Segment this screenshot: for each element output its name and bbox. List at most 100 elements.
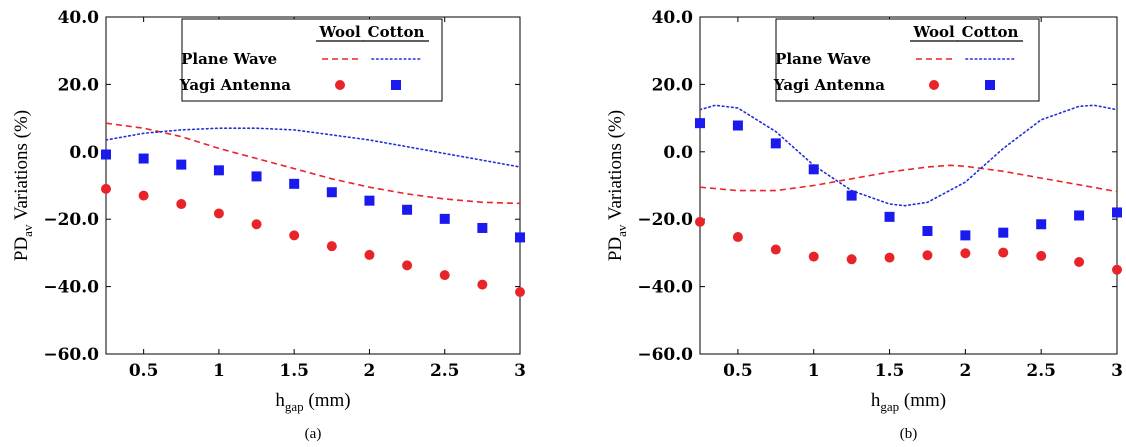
legend-swatch-square: [985, 80, 995, 90]
y-axis-label-rest: Variations (%): [11, 110, 32, 225]
x-tick-label: 2: [959, 361, 971, 381]
legend-swatch-circle: [929, 80, 939, 90]
y-tick-label: −40.0: [637, 278, 693, 298]
plot-frame: [699, 16, 1118, 355]
x-tick-label: 2.5: [1026, 361, 1056, 381]
data-point-yagi-antenna-wool: [1036, 250, 1047, 261]
x-tick-label: 1: [213, 361, 225, 381]
x-axis-label-main: h: [275, 390, 285, 411]
y-axis-label-main: PD: [605, 237, 626, 261]
data-point-yagi-antenna-cotton: [808, 164, 819, 175]
legend-row-yagi-antenna: Yagi Antenna: [773, 76, 885, 94]
data-point-yagi-antenna-wool: [960, 248, 971, 259]
data-point-yagi-antenna-cotton: [213, 165, 224, 176]
x-tick-label: 1: [808, 361, 820, 381]
data-point-yagi-antenna-cotton: [251, 171, 262, 182]
series-line-plane-wave-cotton: [700, 104, 1117, 207]
series-line-plane-wave-wool: [700, 164, 1117, 193]
data-point-yagi-antenna-cotton: [289, 178, 300, 189]
y-tick-label: 20.0: [652, 75, 694, 95]
data-point-yagi-antenna-cotton: [770, 138, 781, 149]
x-tick-label: 2.5: [430, 361, 460, 381]
x-tick-label: 3: [514, 361, 526, 381]
data-point-yagi-antenna-wool: [138, 190, 149, 201]
data-point-yagi-antenna-cotton: [176, 159, 187, 170]
data-point-yagi-antenna-wool: [695, 216, 705, 227]
y-tick-label: −20.0: [43, 210, 99, 230]
data-point-yagi-antenna-cotton: [998, 227, 1009, 238]
data-point-yagi-antenna-wool: [884, 252, 895, 263]
x-tick-label: 0.5: [723, 361, 753, 381]
data-point-yagi-antenna-wool: [176, 199, 187, 210]
y-axis-label-sub: av: [614, 224, 629, 237]
data-point-yagi-antenna-wool: [101, 183, 111, 194]
legend-row-plane-wave: Plane Wave: [181, 50, 277, 68]
y-axis-label: PDav Variations (%): [11, 110, 35, 261]
data-point-yagi-antenna-wool: [1112, 264, 1122, 275]
data-point-yagi-antenna-wool: [770, 244, 781, 255]
y-axis-label-rest: Variations (%): [605, 110, 626, 225]
data-point-yagi-antenna-wool: [402, 260, 413, 271]
legend-row-yagi-antenna: Yagi Antenna: [179, 76, 291, 94]
panel-caption: (a): [305, 426, 322, 442]
y-tick-label: 0.0: [663, 143, 693, 163]
x-tick-label: 2: [364, 361, 376, 381]
data-point-yagi-antenna-cotton: [1036, 219, 1047, 230]
data-point-yagi-antenna-cotton: [1074, 210, 1085, 221]
legend-header-wool: Wool: [912, 23, 955, 41]
x-axis-label-main: h: [871, 390, 881, 411]
data-point-yagi-antenna-wool: [289, 230, 300, 241]
y-tick-label: −20.0: [637, 210, 693, 230]
x-axis-label-sub: gap: [880, 399, 899, 414]
x-tick-label: 0.5: [129, 361, 159, 381]
legend: Wool Cotton Plane Wave Yagi Antenna: [179, 18, 443, 102]
data-point-yagi-antenna-cotton: [402, 204, 413, 215]
data-point-yagi-antenna-cotton: [515, 232, 525, 243]
data-point-yagi-antenna-cotton: [1112, 207, 1122, 218]
y-tick-label: 40.0: [58, 8, 100, 28]
data-point-yagi-antenna-cotton: [922, 225, 933, 236]
legend-swatch-square: [391, 80, 401, 90]
x-axis-label-unit: (mm): [304, 390, 351, 411]
legend: Wool Cotton Plane Wave Yagi Antenna: [773, 18, 1040, 102]
y-axis-label-main: PD: [11, 237, 32, 261]
series-line-plane-wave-cotton: [106, 127, 520, 168]
data-point-yagi-antenna-cotton: [884, 211, 895, 222]
legend-header-cotton: Cotton: [962, 23, 1019, 41]
data-point-yagi-antenna-wool: [251, 219, 262, 230]
x-axis-label-unit: (mm): [899, 390, 946, 411]
x-axis-label-sub: gap: [285, 399, 304, 414]
x-axis-label: hgap (mm): [275, 390, 350, 414]
data-point-yagi-antenna-cotton: [477, 222, 488, 233]
data-point-yagi-antenna-wool: [808, 251, 819, 262]
x-axis-label: hgap (mm): [871, 390, 946, 414]
legend-header-wool: Wool: [318, 23, 361, 41]
data-point-yagi-antenna-cotton: [326, 187, 337, 198]
data-point-yagi-antenna-wool: [998, 247, 1009, 258]
data-point-yagi-antenna-wool: [1074, 256, 1085, 267]
chart-panel-b: 40.0 20.0 0.0 −20.0 −40.0 −60.0 0.5 1 1.5 2 2.5 3 hg…: [605, 8, 1123, 442]
y-tick-label: −60.0: [637, 345, 693, 365]
data-point-yagi-antenna-cotton: [732, 120, 743, 131]
data-point-yagi-antenna-cotton: [364, 195, 375, 206]
series-line-plane-wave-wool: [106, 122, 520, 205]
y-tick-label: 40.0: [652, 8, 694, 28]
y-tick-label: −40.0: [43, 278, 99, 298]
y-axis-label-sub: av: [20, 224, 35, 237]
data-point-yagi-antenna-wool: [364, 249, 375, 260]
legend-header-cotton: Cotton: [368, 23, 425, 41]
y-tick-label: 20.0: [58, 75, 100, 95]
data-point-yagi-antenna-wool: [515, 286, 525, 297]
x-tick-label: 1.5: [279, 361, 309, 381]
data-point-yagi-antenna-cotton: [439, 213, 450, 224]
x-tick-label: 1.5: [875, 361, 905, 381]
data-point-yagi-antenna-wool: [732, 232, 743, 243]
chart-panel-a: 40.0 20.0 0.0 −20.0 −40.0 −60.0 0.5 1 1.5 2 2.5 3 hg…: [11, 8, 526, 442]
data-point-yagi-antenna-cotton: [101, 149, 111, 160]
data-point-yagi-antenna-wool: [439, 270, 450, 281]
data-point-yagi-antenna-wool: [846, 254, 857, 265]
y-axis-label: PDav Variations (%): [605, 110, 629, 261]
data-point-yagi-antenna-wool: [477, 279, 488, 290]
x-tick-label: 3: [1111, 361, 1123, 381]
data-point-yagi-antenna-cotton: [695, 118, 705, 129]
